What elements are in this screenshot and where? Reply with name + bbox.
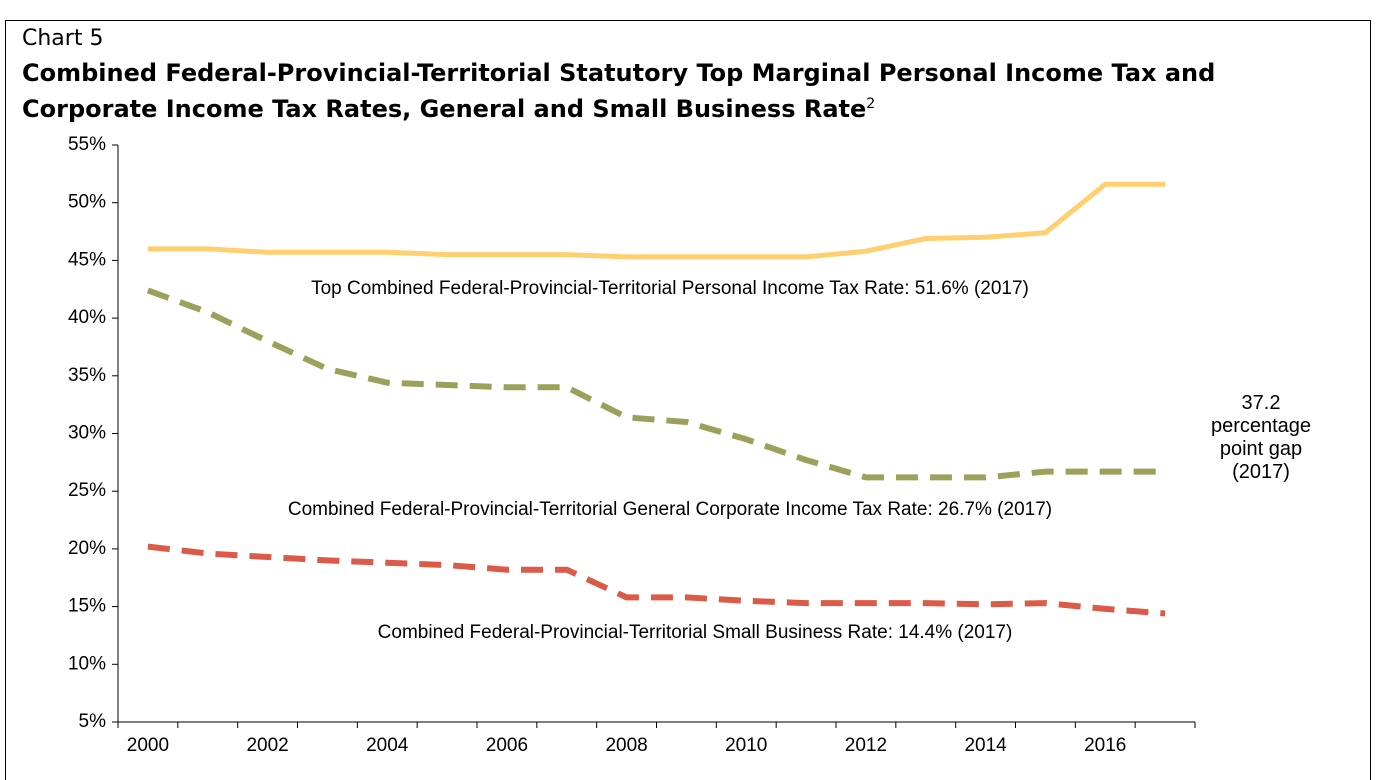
y-tick-label: 10%	[68, 653, 106, 674]
x-tick-label: 2006	[486, 735, 528, 756]
y-tick-label: 45%	[68, 249, 106, 270]
title-note: 2	[866, 96, 876, 112]
series-line	[146, 287, 1166, 481]
x-tick-label: 2000	[127, 735, 169, 756]
y-tick-label: 5%	[79, 711, 107, 732]
title-text: Combined Federal-Provincial-Territorial …	[22, 59, 1216, 123]
y-tick-label: 35%	[68, 365, 106, 386]
series-label: Combined Federal-Provincial-Territorial …	[378, 622, 1013, 643]
x-tick-label: 2010	[725, 735, 767, 756]
x-tick-label: 2014	[964, 735, 1007, 756]
y-tick-label: 50%	[68, 192, 106, 213]
y-tick-label: 20%	[68, 538, 106, 559]
x-tick-label: 2002	[246, 735, 288, 756]
y-tick-label: 25%	[68, 480, 106, 501]
y-tick-label: 15%	[68, 596, 106, 617]
series-label: Top Combined Federal-Provincial-Territor…	[311, 278, 1029, 299]
gap-annotation: 37.2 percentage point gap (2017)	[1210, 392, 1312, 483]
y-tick-label: 55%	[68, 134, 106, 155]
x-tick-label: 2004	[366, 735, 409, 756]
x-tick-label: 2008	[605, 735, 647, 756]
series-line	[147, 543, 1166, 617]
frame	[5, 20, 1371, 780]
chart-title: Combined Federal-Provincial-Territorial …	[22, 58, 1322, 125]
series-line	[147, 181, 1166, 260]
x-tick-label: 2012	[845, 735, 887, 756]
y-tick-label: 40%	[68, 307, 106, 328]
y-tick-label: 30%	[68, 423, 106, 444]
series-label: Combined Federal-Provincial-Territorial …	[288, 499, 1052, 520]
x-tick-label: 2016	[1084, 735, 1126, 756]
chart-label: Chart 5	[22, 26, 104, 51]
